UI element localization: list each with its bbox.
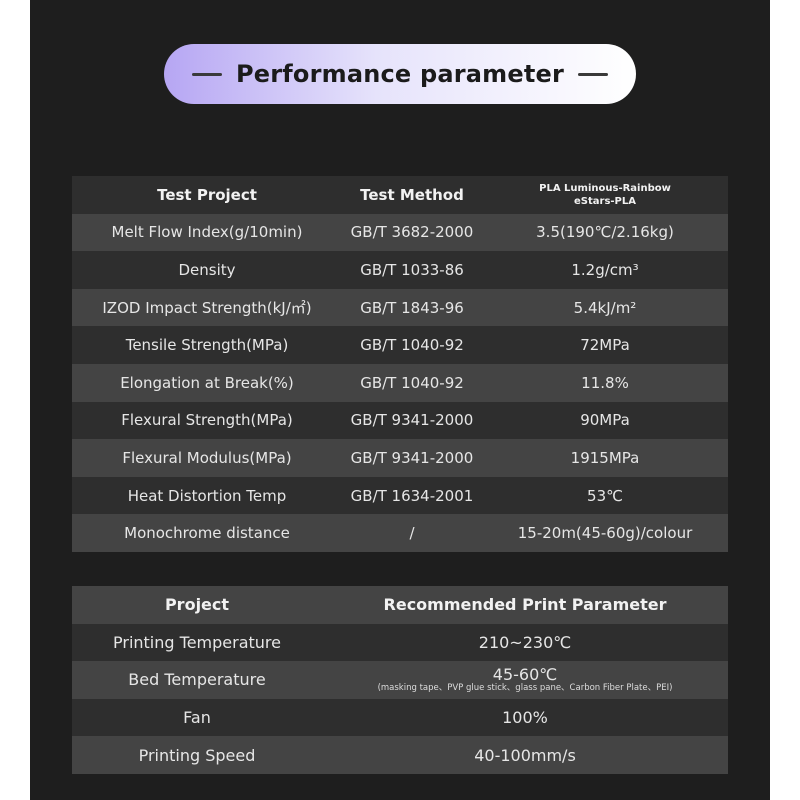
- project-cell: Bed Temperature: [128, 670, 266, 690]
- test-project-cell: Melt Flow Index(g/10min): [111, 223, 303, 242]
- test-method-cell: GB/T 1040-92: [360, 336, 464, 355]
- parameter-cell: 45-60℃ (masking tape、PVP glue stick、glas…: [322, 661, 728, 699]
- header-project: Project: [164, 595, 230, 615]
- table-row: Fan 100%: [72, 698, 728, 737]
- header-material-line2: eStars-PLA: [574, 195, 636, 207]
- test-method-cell: GB/T 9341-2000: [350, 411, 474, 430]
- test-project-cell: Elongation at Break(%): [120, 373, 294, 392]
- value-cell: 1915MPa: [570, 448, 640, 467]
- test-method-cell: GB/T 9341-2000: [350, 448, 474, 467]
- parameter-cell: 210~230℃: [478, 632, 572, 652]
- table-row: Heat Distortion Temp GB/T 1634-2001 53℃: [72, 476, 728, 515]
- test-method-cell: GB/T 1040-92: [360, 373, 464, 392]
- value-cell: 15-20m(45-60g)/colour: [517, 524, 693, 543]
- header-recommended-parameter: Recommended Print Parameter: [383, 595, 667, 615]
- parameter-note: (masking tape、PVP glue stick、glass pane、…: [377, 682, 673, 693]
- test-project-cell: Heat Distortion Temp: [127, 486, 287, 505]
- test-method-cell: GB/T 3682-2000: [350, 223, 474, 242]
- test-method-cell: GB/T 1843-96: [360, 298, 464, 317]
- project-cell: Printing Temperature: [113, 632, 281, 652]
- value-cell: 53℃: [587, 486, 623, 505]
- table-row: Flexural Modulus(MPa) GB/T 9341-2000 191…: [72, 439, 728, 477]
- header-test-method: Test Method: [360, 185, 464, 204]
- test-project-cell: Monochrome distance: [124, 524, 290, 543]
- table-row: Melt Flow Index(g/10min) GB/T 3682-2000 …: [72, 213, 728, 252]
- test-project-cell: Flexural Modulus(MPa): [122, 448, 292, 467]
- header-material-line1: PLA Luminous-Rainbow: [539, 182, 671, 194]
- table-row: Bed Temperature 45-60℃ (masking tape、PVP…: [72, 661, 728, 699]
- test-project-cell: IZOD Impact Strength(kJ/㎡): [102, 299, 312, 318]
- table-row: Printing Speed 40-100mm/s: [72, 736, 728, 774]
- header-material: PLA Luminous-Rainbow eStars-PLA: [482, 176, 728, 214]
- title-banner: Performance parameter: [164, 44, 636, 104]
- header-test-project: Test Project: [157, 185, 257, 204]
- spec-panel: [30, 0, 770, 800]
- parameter-cell: 100%: [502, 708, 548, 728]
- value-cell: 72MPa: [580, 336, 630, 355]
- table-row: IZOD Impact Strength(kJ/㎡) GB/T 1843-96 …: [72, 288, 728, 327]
- page-title: Performance parameter: [235, 60, 565, 88]
- project-cell: Fan: [183, 708, 211, 728]
- table-row: Tensile Strength(MPa) GB/T 1040-92 72MPa: [72, 326, 728, 364]
- table-row: Elongation at Break(%) GB/T 1040-92 11.8…: [72, 363, 728, 402]
- title-dash-left: [191, 72, 222, 76]
- table-row: Monochrome distance / 15-20m(45-60g)/col…: [72, 514, 728, 552]
- performance-table: Test Project Test Method PLA Luminous-Ra…: [72, 176, 728, 552]
- title-dash-right: [578, 72, 609, 76]
- parameter-cell: 40-100mm/s: [474, 745, 576, 765]
- print-parameter-table: Project Recommended Print Parameter Prin…: [72, 586, 728, 774]
- value-cell: 5.4kJ/m²: [573, 298, 637, 317]
- project-cell: Printing Speed: [138, 745, 256, 765]
- print-header-row: Project Recommended Print Parameter: [72, 586, 728, 624]
- table-row: Flexural Strength(MPa) GB/T 9341-2000 90…: [72, 401, 728, 440]
- table-row: Density GB/T 1033-86 1.2g/cm³: [72, 251, 728, 289]
- test-project-cell: Tensile Strength(MPa): [125, 336, 289, 355]
- value-cell: 90MPa: [580, 411, 630, 430]
- value-cell: 11.8%: [581, 373, 629, 392]
- parameter-main: 45-60℃: [492, 664, 558, 684]
- test-project-cell: Density: [178, 260, 236, 279]
- test-method-cell: GB/T 1634-2001: [350, 486, 474, 505]
- test-project-cell: Flexural Strength(MPa): [121, 411, 293, 430]
- table-row: Printing Temperature 210~230℃: [72, 623, 728, 662]
- test-method-cell: /: [409, 524, 415, 543]
- value-cell: 3.5(190℃/2.16kg): [536, 223, 674, 242]
- test-method-cell: GB/T 1033-86: [360, 260, 464, 279]
- value-cell: 1.2g/cm³: [571, 260, 639, 279]
- performance-header-row: Test Project Test Method PLA Luminous-Ra…: [72, 176, 728, 214]
